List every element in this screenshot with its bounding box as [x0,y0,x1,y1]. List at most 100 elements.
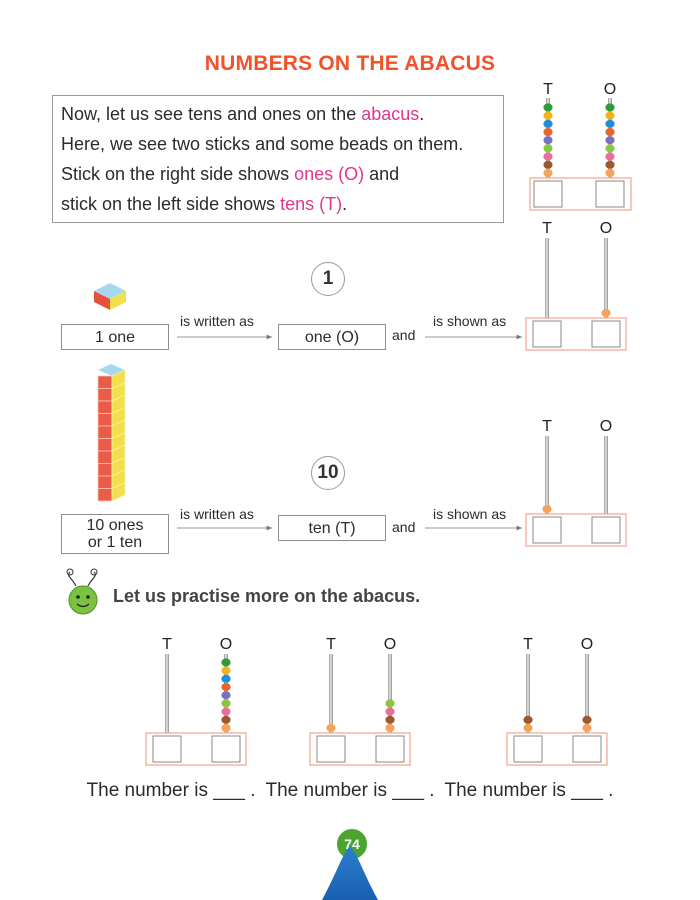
tens-bead [543,160,553,169]
ones-rod [604,238,608,318]
ones-bead [221,699,231,708]
ones-bead [221,666,231,675]
tens-bead [543,128,553,136]
tens-answer-box [532,320,562,348]
rod-cube-front [97,488,113,502]
ones-answer-box [375,735,405,763]
ten-rod-icon [97,364,126,502]
ones-bead [385,715,395,724]
tens-bead [543,136,553,145]
rod-cube-front [97,400,113,414]
written-tens-box: ten (T) [278,515,386,541]
tens-label: T [543,81,553,98]
tens-answer-box [532,516,562,544]
tens-bead [543,103,553,112]
tens-label: T [542,220,552,237]
rod-cube-front [97,463,113,477]
tens-label: T [542,418,552,435]
number-sentence-2: The number is ___ . [265,780,435,801]
tens-bead [523,715,533,724]
ones-bead [601,309,611,317]
tens-bead [523,724,533,732]
ones-bead [605,103,615,112]
is-shown-as-label: is shown as [433,313,507,329]
and-label: and [392,519,416,535]
tens-bead [543,144,553,153]
tens-rod [329,654,333,733]
rod-cube-front [97,388,113,402]
ones-bead [385,724,395,732]
page-number-mountain [322,846,378,900]
rod-cube-front [97,438,113,452]
ones-bead [605,144,615,153]
page-number-badge: 74 [335,827,369,861]
ones-label: O [600,418,612,435]
rod-cube-front [97,425,113,439]
is-shown-as-label: is shown as [433,506,507,522]
tens-rod [545,436,549,514]
written-ones-box: one (O) [278,324,386,350]
rod-cube-front [97,475,113,489]
ones-bead [221,683,231,691]
ones-bead [221,674,231,683]
ones-bead [385,699,395,708]
ones-bead [221,658,231,667]
ones-answer-box [572,735,602,763]
tens-label: T [326,636,336,653]
ones-rod [388,654,392,733]
number-sentence-1: The number is ___ . [86,780,256,801]
ones-answer-box [591,516,621,544]
tens-rod [545,238,549,318]
ones-label: O [220,636,232,653]
rod-cube-front [97,450,113,464]
tens-answer-box [533,180,563,208]
tens-label: T [162,636,172,653]
ones-bead [605,160,615,169]
ones-label: O [600,220,612,237]
rod-cube-side [111,481,126,502]
number-circle-10: 10 [311,456,345,490]
ones-bead [221,715,231,724]
and-label: and [392,327,416,343]
tens-answer-box [513,735,543,763]
ones-label: O [581,636,593,653]
ones-bead [605,128,615,136]
tens-answer-box [316,735,346,763]
ones-bead [221,691,231,700]
ones-rod [585,654,589,733]
tens-bead [543,152,553,161]
ones-answer-box [211,735,241,763]
rod-cube-front [97,375,113,389]
tens-bead [326,724,336,732]
tens-rod [526,654,530,733]
caterpillar-icon [66,568,98,615]
ones-bead [582,715,592,724]
intro-line-4: stick on the left side shows tens (T). [61,194,348,214]
tens-bead [543,119,553,128]
ones-bead [385,707,395,716]
intro-line-2: Here, we see two sticks and some beads o… [61,134,464,154]
tens-bead [543,169,553,177]
intro-box: Now, let us see tens and ones on the aba… [52,95,504,223]
ones-answer-box [595,180,625,208]
tens-label: T [523,636,533,653]
ones-bead [605,111,615,120]
intro-line-3: Stick on the right side shows ones (O) a… [61,164,400,184]
ten-units-box: 10 ones or 1 ten [61,514,169,554]
ones-bead [221,724,231,732]
one-unit-box: 1 one [61,324,169,350]
ones-bead [582,724,592,732]
tens-answer-box [152,735,182,763]
ones-bead [605,119,615,128]
rod-cube-front [97,413,113,427]
number-sentence-3: The number is ___ . [444,780,614,801]
intro-line-1: Now, let us see tens and ones on the aba… [61,104,425,124]
ones-label: O [384,636,396,653]
is-written-as-label: is written as [180,313,254,329]
